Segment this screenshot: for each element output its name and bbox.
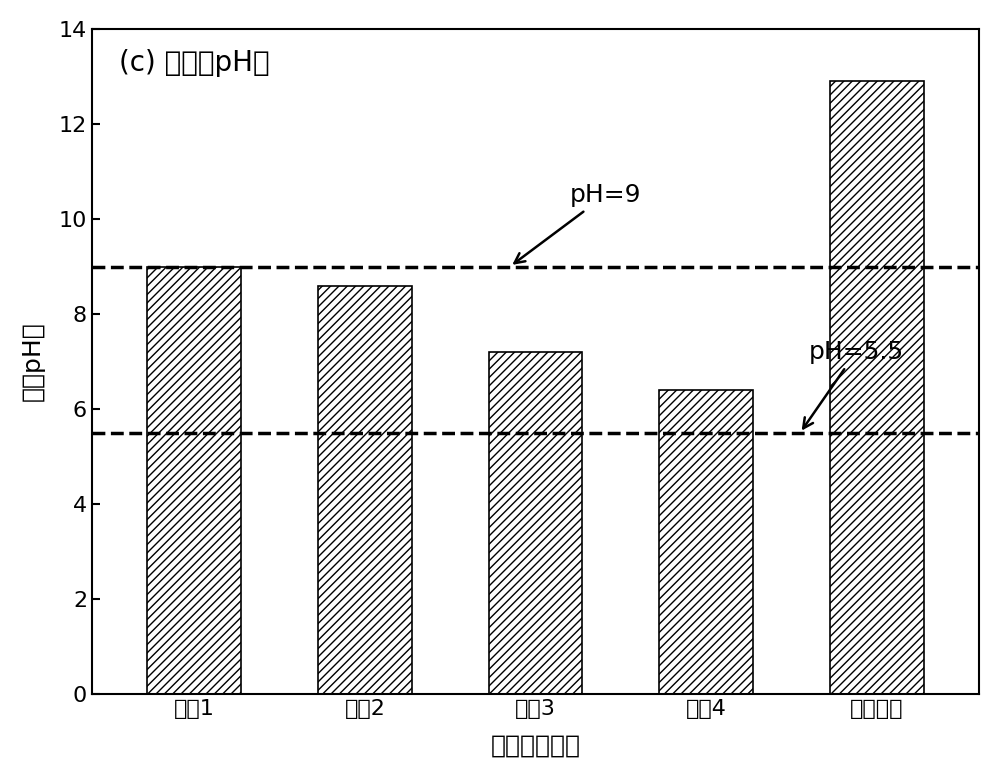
Text: pH=9: pH=9	[514, 184, 641, 263]
Text: (c) 修复土pH值: (c) 修复土pH值	[119, 49, 269, 77]
Bar	[318, 286, 412, 695]
Bar	[489, 352, 582, 695]
Text: pH=5.5: pH=5.5	[803, 340, 904, 429]
Bar	[830, 81, 924, 695]
Bar	[659, 390, 753, 695]
Bar	[147, 267, 241, 695]
X-axis label: 试验样品编号: 试验样品编号	[491, 733, 581, 757]
Y-axis label: 土样pH值: 土样pH值	[21, 322, 45, 401]
